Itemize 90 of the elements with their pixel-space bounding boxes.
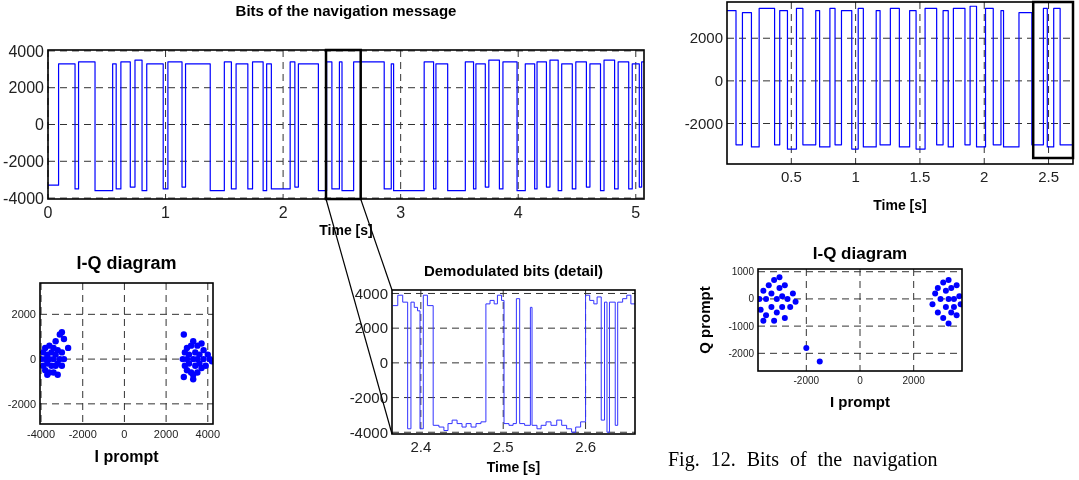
point bbox=[816, 358, 823, 365]
point bbox=[932, 290, 939, 297]
x-axis-title: I prompt bbox=[94, 448, 160, 465]
point bbox=[948, 309, 955, 316]
point bbox=[948, 285, 955, 292]
y-tick-label: 0 bbox=[29, 352, 36, 365]
x-tick-label: 2.4 bbox=[410, 438, 432, 455]
x-tick-label: 2 bbox=[980, 168, 989, 185]
x-tick-label: 0 bbox=[857, 375, 864, 386]
y-tick-label: 2000 bbox=[8, 79, 45, 97]
point bbox=[956, 293, 962, 300]
point bbox=[776, 285, 783, 292]
point bbox=[789, 290, 796, 297]
x-tick-label: 1.5 bbox=[909, 168, 931, 185]
point bbox=[950, 304, 957, 311]
x-tick-label: -2000 bbox=[793, 375, 820, 386]
x-tick-label: 4000 bbox=[195, 428, 221, 440]
point bbox=[929, 301, 936, 308]
chart-title: I-Q diagram bbox=[76, 253, 177, 273]
point bbox=[773, 309, 780, 316]
y-tick-label: -2000 bbox=[7, 397, 36, 410]
x-tick-label: 2.6 bbox=[575, 438, 597, 455]
point bbox=[776, 274, 783, 281]
y-tick-label: -4000 bbox=[3, 189, 45, 207]
y-tick-label: 2000 bbox=[11, 308, 36, 321]
point bbox=[779, 304, 786, 311]
point bbox=[763, 295, 770, 302]
point bbox=[934, 285, 941, 292]
point bbox=[940, 314, 947, 321]
point bbox=[779, 293, 786, 300]
y-axis-title: Q prompt bbox=[696, 286, 713, 354]
chart-title: Bits of the navigation message bbox=[235, 2, 457, 19]
y-tick-label: -2000 bbox=[684, 114, 723, 132]
x-axis-title: Time [s] bbox=[873, 197, 927, 213]
point bbox=[771, 276, 778, 283]
point bbox=[950, 295, 957, 302]
y-tick-label: 0 bbox=[379, 354, 388, 372]
point bbox=[773, 295, 780, 302]
chart-title: I-Q diagram bbox=[812, 244, 908, 263]
y-tick-label: -1000 bbox=[728, 320, 755, 332]
x-tick-label: 2.5 bbox=[492, 438, 514, 455]
y-tick-label: 0 bbox=[748, 293, 755, 305]
point bbox=[953, 312, 960, 319]
y-tick-label: 2000 bbox=[689, 29, 723, 47]
y-tick-label: 1000 bbox=[731, 266, 755, 278]
point bbox=[768, 290, 775, 297]
point bbox=[934, 309, 941, 316]
point bbox=[765, 282, 772, 289]
x-tick-label: 4 bbox=[513, 204, 523, 221]
point bbox=[760, 317, 767, 324]
x-tick-label: 2000 bbox=[902, 375, 926, 386]
point bbox=[787, 304, 794, 311]
x-axis-title: Time [s] bbox=[486, 459, 541, 475]
point bbox=[945, 276, 952, 283]
x-axis-title: I prompt bbox=[830, 393, 890, 410]
y-tick-label: -2000 bbox=[728, 347, 755, 359]
point bbox=[937, 295, 944, 302]
y-tick-label: -2000 bbox=[3, 152, 45, 170]
point bbox=[940, 279, 947, 286]
point bbox=[763, 312, 770, 319]
point bbox=[942, 287, 949, 294]
caption: Fig. 12. Bits of the navigation bbox=[668, 448, 938, 471]
point bbox=[803, 344, 810, 351]
y-tick-label: 0 bbox=[35, 116, 45, 134]
point bbox=[953, 282, 960, 289]
x-tick-label: 0 bbox=[121, 428, 128, 440]
x-tick-label: 3 bbox=[396, 204, 406, 221]
x-tick-label: 2 bbox=[278, 204, 288, 221]
point bbox=[945, 295, 952, 302]
point bbox=[771, 317, 778, 324]
y-tick-label: 4000 bbox=[354, 284, 388, 302]
x-tick-label: 2.5 bbox=[1038, 168, 1059, 185]
y-tick-label: 0 bbox=[714, 72, 723, 90]
point bbox=[784, 295, 791, 302]
x-tick-label: 0.5 bbox=[780, 168, 802, 185]
y-tick-label: 4000 bbox=[8, 42, 45, 60]
point bbox=[758, 306, 764, 313]
point bbox=[781, 314, 788, 321]
x-tick-label: 1 bbox=[851, 168, 860, 185]
point bbox=[768, 304, 775, 311]
x-tick-label: -2000 bbox=[68, 428, 97, 440]
point bbox=[760, 287, 767, 294]
point bbox=[792, 298, 799, 305]
x-tick-label: 2000 bbox=[153, 428, 179, 440]
chart-title: Demodulated bits (detail) bbox=[423, 262, 604, 279]
point bbox=[781, 282, 788, 289]
x-tick-label: 5 bbox=[631, 204, 641, 221]
point bbox=[945, 320, 952, 327]
point bbox=[942, 304, 949, 311]
x-tick-label: 1 bbox=[161, 204, 171, 221]
